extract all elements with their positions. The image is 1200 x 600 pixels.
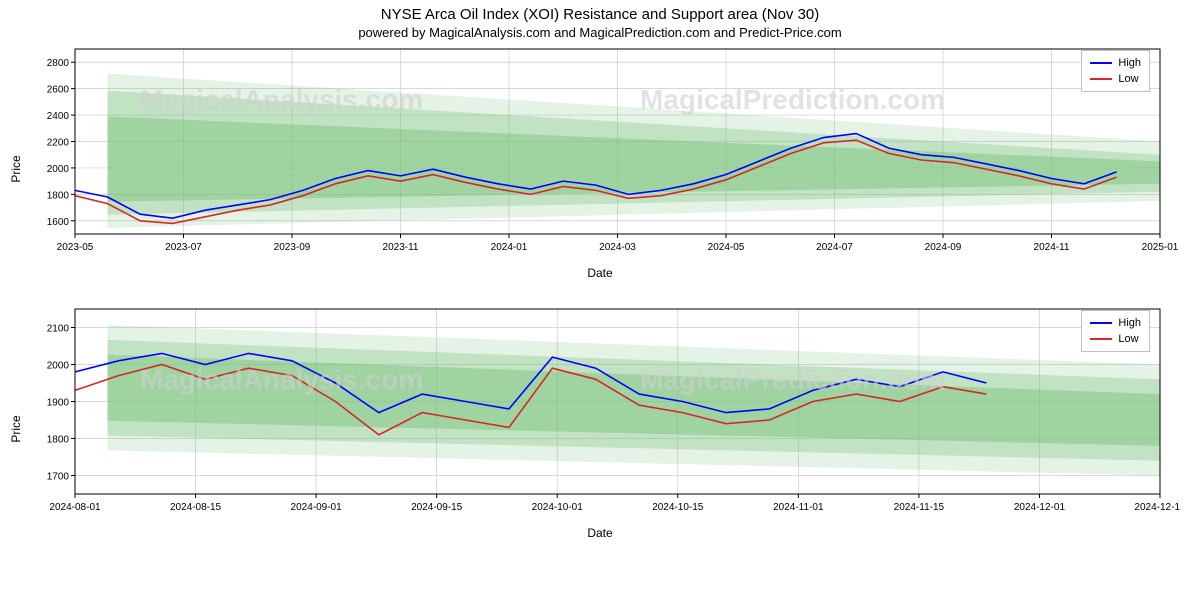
chart-bottom-svg: 1700 1800 1900 2000 2100 2024-08-01 2024-08-15… bbox=[20, 304, 1180, 524]
svg-text:2024-10-15: 2024-10-15 bbox=[652, 502, 704, 513]
svg-text:2024-11-15: 2024-11-15 bbox=[894, 502, 945, 513]
legend-item-high-b: High bbox=[1090, 315, 1141, 331]
figure-title: NYSE Arca Oil Index (XOI) Resistance and… bbox=[0, 0, 1200, 23]
svg-text:2024-10-01: 2024-10-01 bbox=[532, 502, 584, 513]
svg-text:2023-09: 2023-09 bbox=[274, 242, 311, 253]
svg-text:2024-09-01: 2024-09-01 bbox=[291, 502, 343, 513]
xlabel-top: Date bbox=[20, 266, 1180, 280]
svg-text:1600: 1600 bbox=[47, 217, 70, 228]
legend-label-low: Low bbox=[1118, 71, 1138, 87]
svg-text:1700: 1700 bbox=[47, 472, 70, 483]
svg-text:2600: 2600 bbox=[47, 85, 70, 96]
xlabel-bottom: Date bbox=[20, 526, 1180, 540]
svg-text:2024-05: 2024-05 bbox=[708, 242, 745, 253]
svg-text:2800: 2800 bbox=[47, 58, 70, 69]
svg-text:2024-01: 2024-01 bbox=[491, 242, 528, 253]
svg-text:2000: 2000 bbox=[47, 361, 70, 372]
svg-text:2024-09: 2024-09 bbox=[925, 242, 962, 253]
ylabel-bottom: Price bbox=[9, 415, 23, 442]
svg-text:2200: 2200 bbox=[47, 138, 70, 149]
svg-text:2024-11-01: 2024-11-01 bbox=[773, 502, 824, 513]
svg-text:2024-11: 2024-11 bbox=[1034, 242, 1070, 253]
legend-label-high-b: High bbox=[1118, 315, 1141, 331]
svg-text:1800: 1800 bbox=[47, 190, 70, 201]
svg-text:2000: 2000 bbox=[47, 164, 70, 175]
ylabel-top: Price bbox=[9, 155, 23, 182]
legend-swatch-high-b bbox=[1090, 322, 1112, 324]
svg-text:2024-08-01: 2024-08-01 bbox=[49, 502, 101, 513]
svg-text:2023-07: 2023-07 bbox=[165, 242, 202, 253]
legend-label-low-b: Low bbox=[1118, 331, 1138, 347]
legend-swatch-high bbox=[1090, 62, 1112, 64]
legend-label-high: High bbox=[1118, 55, 1141, 71]
chart-bottom: Price 170018001900200021002024-08-012024… bbox=[20, 304, 1180, 554]
legend-item-low-b: Low bbox=[1090, 331, 1141, 347]
figure: NYSE Arca Oil Index (XOI) Resistance and… bbox=[0, 0, 1200, 600]
legend-top: High Low bbox=[1081, 50, 1150, 92]
svg-text:2024-08-15: 2024-08-15 bbox=[170, 502, 222, 513]
legend-bottom: High Low bbox=[1081, 310, 1150, 352]
svg-text:2400: 2400 bbox=[47, 111, 70, 122]
svg-text:2023-05: 2023-05 bbox=[57, 242, 94, 253]
svg-text:2024-09-15: 2024-09-15 bbox=[411, 502, 463, 513]
svg-text:2023-11: 2023-11 bbox=[383, 242, 419, 253]
legend-item-high: High bbox=[1090, 55, 1141, 71]
chart-top-svg: 1600 1800 2000 2200 2400 2600 2800 2023-05 2023-… bbox=[20, 44, 1180, 264]
svg-text:1800: 1800 bbox=[47, 435, 70, 446]
figure-subtitle: powered by MagicalAnalysis.com and Magic… bbox=[0, 23, 1200, 44]
svg-text:2025-01: 2025-01 bbox=[1142, 242, 1179, 253]
svg-text:1900: 1900 bbox=[47, 398, 70, 409]
legend-swatch-low-b bbox=[1090, 338, 1112, 340]
svg-text:2024-12-15: 2024-12-15 bbox=[1134, 502, 1180, 513]
legend-swatch-low bbox=[1090, 78, 1112, 80]
chart-top: Price 16001800200022002400260028002023-0… bbox=[20, 44, 1180, 294]
svg-text:2024-12-01: 2024-12-01 bbox=[1014, 502, 1066, 513]
svg-text:2100: 2100 bbox=[47, 324, 70, 335]
svg-text:2024-03: 2024-03 bbox=[599, 242, 636, 253]
svg-text:2024-07: 2024-07 bbox=[816, 242, 853, 253]
legend-item-low: Low bbox=[1090, 71, 1141, 87]
